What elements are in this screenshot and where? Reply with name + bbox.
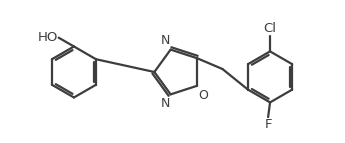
Text: Cl: Cl bbox=[264, 22, 277, 35]
Text: N: N bbox=[160, 97, 170, 110]
Text: HO: HO bbox=[37, 31, 58, 44]
Text: F: F bbox=[264, 118, 272, 131]
Text: N: N bbox=[160, 34, 170, 47]
Text: O: O bbox=[198, 89, 208, 102]
